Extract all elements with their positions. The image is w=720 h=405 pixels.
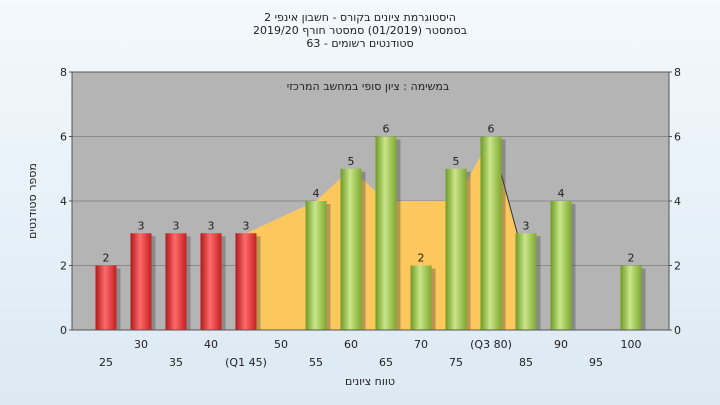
bar [410,265,432,330]
x-tick-label: (Q1 45) [225,356,267,369]
x-tick-label: 75 [449,356,463,369]
bar-value-label: 3 [523,219,530,232]
x-tick-label: 55 [309,356,323,369]
y-tick-label-right: 4 [674,195,681,208]
bar [620,265,642,330]
x-tick-label: 50 [274,338,288,351]
bar-value-label: 6 [383,123,390,136]
y-tick-label-right: 8 [674,66,681,79]
x-tick-label: 25 [99,356,113,369]
bar-value-label: 5 [453,155,460,168]
x-tick-label: 95 [589,356,603,369]
bar-value-label: 4 [313,187,320,200]
bar [340,168,362,330]
y-tick-label-left: 2 [60,260,67,273]
chart-subtitle: במשימה : ציון סופי במחשב המרכזי [287,80,450,93]
bar [130,233,152,330]
bar [165,233,187,330]
bar [200,233,222,330]
x-tick-label: 65 [379,356,393,369]
y-tick-label-right: 2 [674,260,681,273]
bar [375,136,397,330]
x-tick-label: (Q3 80) [470,338,512,351]
bar [515,233,537,330]
y-tick-label-right: 0 [674,324,681,337]
bar [480,136,502,330]
y-tick-label-left: 0 [60,324,67,337]
chart-title-line-1: היסטוגרמת ציונים בקורס - חשבון אינפי 2 [264,11,456,24]
bar-value-label: 5 [348,155,355,168]
bar [235,233,257,330]
y-tick-label-left: 4 [60,195,67,208]
chart-title-line-2: בסמסטר (01/2019) סמסטר חורף 2019/20 [253,24,467,37]
bar [95,265,117,330]
x-tick-label: 70 [414,338,428,351]
bar-value-label: 3 [243,219,250,232]
y-axis-label: מספר סטודנטים [26,163,39,239]
y-tick-label-left: 8 [60,66,67,79]
bar [550,201,572,330]
x-axis-label: טווח ציונים [345,375,395,388]
chart-title-line-3: סטודנטים רשומים - 63 [306,37,413,50]
x-tick-label: 40 [204,338,218,351]
x-tick-label: 30 [134,338,148,351]
y-tick-label-right: 6 [674,131,681,144]
bar-value-label: 2 [628,252,635,265]
x-tick-label: 90 [554,338,568,351]
bar-value-label: 6 [488,123,495,136]
x-tick-label: 100 [621,338,642,351]
y-tick-label-left: 6 [60,131,67,144]
bar-value-label: 3 [138,219,145,232]
bar-value-label: 3 [173,219,180,232]
bar-value-label: 2 [103,252,110,265]
x-tick-label: 60 [344,338,358,351]
x-tick-label: 35 [169,356,183,369]
bar-value-label: 3 [208,219,215,232]
x-tick-label: 85 [519,356,533,369]
bar-value-label: 2 [418,252,425,265]
bars: 2 3 3 3 3 4 5 6 2 5 6 3 4 2 [95,123,646,330]
bar [305,201,327,330]
bar-value-label: 4 [558,187,565,200]
bar [445,168,467,330]
